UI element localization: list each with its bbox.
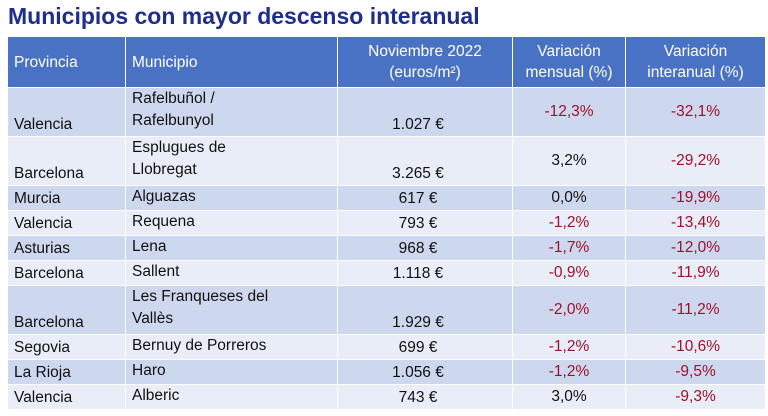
- cell-provincia: Segovia: [7, 334, 126, 360]
- cell-precio: 1.929 €: [337, 285, 513, 335]
- cell-provincia: Valencia: [7, 210, 126, 236]
- municipio-line1: Rafelbuñol /: [132, 90, 215, 107]
- table-row: Valencia Alberic 743 €3,0% -9,3%: [7, 384, 766, 410]
- municipio-line1: Bernuy de Porreros: [132, 337, 267, 354]
- cell-precio: 1.118 €: [337, 260, 513, 286]
- cell-precio: 793 €: [337, 210, 513, 236]
- municipio-line1: Esplugues de: [132, 139, 226, 156]
- cell-variacion-mensual: 0,0%: [512, 185, 626, 211]
- municipio-line1: Sallent: [132, 263, 180, 280]
- municipio-line1: Alguazas: [132, 188, 196, 205]
- header-interanual: Variación interanual (%): [625, 36, 766, 88]
- cell-provincia: La Rioja: [7, 359, 126, 385]
- header-mensual: Variación mensual (%): [512, 36, 626, 88]
- cell-municipio: Bernuy de Porreros: [125, 334, 338, 360]
- header-provincia: Provincia: [7, 36, 126, 88]
- municipio-line2: Vallès: [132, 310, 174, 327]
- cell-municipio: Alberic: [125, 384, 338, 410]
- cell-variacion-interanual: -12,0%: [625, 235, 766, 261]
- cell-variacion-mensual: -0,9%: [512, 260, 626, 286]
- municipio-line1: Lena: [132, 238, 167, 255]
- table-row: Asturias Lena 968 € -1,7% -12,0%: [7, 235, 766, 261]
- header-precio-line1: Noviembre 2022: [368, 43, 482, 60]
- cell-precio: 743 €: [337, 384, 513, 410]
- municipio-line2: Llobregat: [132, 161, 197, 178]
- cell-variacion-mensual: 3,0%: [512, 384, 626, 410]
- data-table: Provincia Municipio Noviembre 2022 (euro…: [7, 36, 766, 410]
- municipio-line1: Alberic: [132, 387, 180, 404]
- cell-variacion-mensual: -2,0%: [512, 285, 626, 335]
- cell-precio: 617 €: [337, 185, 513, 211]
- cell-variacion-interanual: -10,6%: [625, 334, 766, 360]
- header-interanual-line1: Variación: [663, 43, 728, 60]
- cell-precio: 3.265 €: [337, 136, 513, 186]
- cell-municipio: Sallent: [125, 260, 338, 286]
- municipio-line1: Haro: [132, 362, 166, 379]
- cell-variacion-interanual: -19,9%: [625, 185, 766, 211]
- table-row: Valencia Rafelbuñol / Rafelbunyol 1.027 € -1…: [7, 87, 766, 137]
- cell-provincia: Asturias: [7, 235, 126, 261]
- cell-variacion-interanual: -9,3%: [625, 384, 766, 410]
- header-mensual-line1: Variación: [537, 43, 601, 60]
- header-interanual-line2: interanual (%): [647, 64, 744, 81]
- table-row: La Rioja Haro 1.056 € -1,2% -9,5%: [7, 359, 766, 385]
- cell-provincia: Barcelona: [7, 285, 126, 335]
- cell-variacion-interanual: -11,9%: [625, 260, 766, 286]
- cell-precio: 699 €: [337, 334, 513, 360]
- cell-municipio: Alguazas: [125, 185, 338, 211]
- cell-variacion-mensual: -1,2%: [512, 210, 626, 236]
- header-municipio: Municipio: [125, 36, 338, 88]
- municipio-line2: Rafelbunyol: [132, 112, 214, 129]
- table-row: Valencia Requena 793 € -1,2% -13,4%: [7, 210, 766, 236]
- page-title: Municipios con mayor descenso interanual: [8, 3, 480, 29]
- cell-variacion-mensual: 3,2%: [512, 136, 626, 186]
- municipio-line1: Requena: [132, 213, 195, 230]
- cell-variacion-interanual: -32,1%: [625, 87, 766, 137]
- cell-provincia: Murcia: [7, 185, 126, 211]
- table-row: Murcia Alguazas 617 €0,0% -19,9%: [7, 185, 766, 211]
- cell-municipio: Requena: [125, 210, 338, 236]
- table-row: Segovia Bernuy de Porreros 699 € -1,2% -10,6…: [7, 334, 766, 360]
- municipio-line1: Les Franqueses del: [132, 288, 269, 305]
- cell-municipio: Les Franqueses del Vallès: [125, 285, 338, 335]
- table-row: Barcelona Esplugues de Llobregat 3.265 €3,2…: [7, 136, 766, 186]
- cell-provincia: Valencia: [7, 384, 126, 410]
- cell-provincia: Barcelona: [7, 260, 126, 286]
- cell-variacion-mensual: -1,2%: [512, 359, 626, 385]
- cell-variacion-interanual: -11,2%: [625, 285, 766, 335]
- cell-variacion-interanual: -29,2%: [625, 136, 766, 186]
- cell-variacion-interanual: -13,4%: [625, 210, 766, 236]
- cell-precio: 1.027 €: [337, 87, 513, 137]
- cell-variacion-interanual: -9,5%: [625, 359, 766, 385]
- cell-precio: 1.056 €: [337, 359, 513, 385]
- header-mensual-line2: mensual (%): [525, 64, 613, 81]
- cell-variacion-mensual: -12,3%: [512, 87, 626, 137]
- cell-municipio: Rafelbuñol / Rafelbunyol: [125, 87, 338, 137]
- table-row: Barcelona Sallent 1.118 € -0,9% -11,9%: [7, 260, 766, 286]
- table-row: Barcelona Les Franqueses del Vallès 1.929 €…: [7, 285, 766, 335]
- cell-municipio: Haro: [125, 359, 338, 385]
- cell-provincia: Barcelona: [7, 136, 126, 186]
- cell-variacion-mensual: -1,2%: [512, 334, 626, 360]
- cell-precio: 968 €: [337, 235, 513, 261]
- cell-provincia: Valencia: [7, 87, 126, 137]
- header-precio: Noviembre 2022 (euros/m²): [337, 36, 513, 88]
- cell-municipio: Esplugues de Llobregat: [125, 136, 338, 186]
- cell-variacion-mensual: -1,7%: [512, 235, 626, 261]
- cell-municipio: Lena: [125, 235, 338, 261]
- table-body: Valencia Rafelbuñol / Rafelbunyol 1.027 € -1…: [7, 87, 766, 410]
- header-row: Provincia Municipio Noviembre 2022 (euro…: [7, 36, 766, 88]
- header-precio-line2: (euros/m²): [389, 64, 461, 81]
